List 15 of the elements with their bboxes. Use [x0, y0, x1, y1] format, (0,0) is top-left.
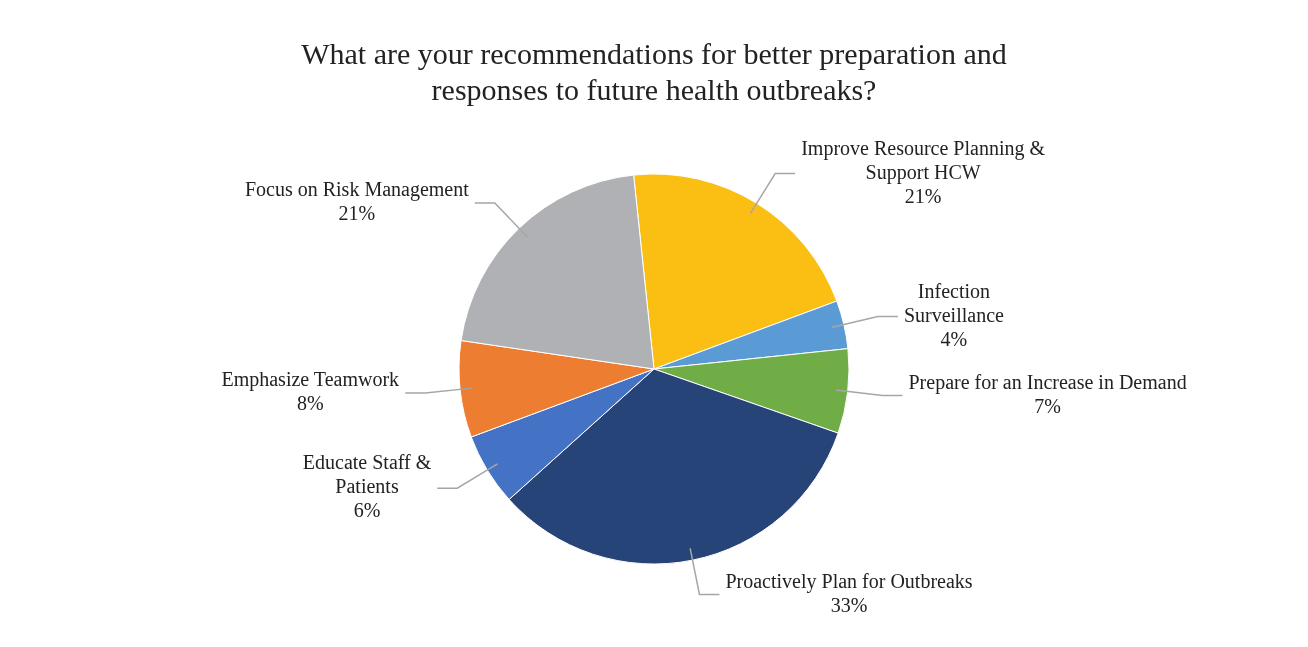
slice-label: Prepare for an Increase in Demand — [908, 370, 1187, 394]
slice-label: Infection Surveillance — [903, 279, 1004, 326]
slice-label: Emphasize Teamwork — [221, 368, 400, 392]
chart-title: What are your recommendations for better preparation and responses to future health outbreaks? — [301, 36, 1007, 106]
slice-label: Focus on Risk Management — [244, 178, 470, 202]
data-label: 8% — [296, 392, 324, 415]
slice-label: Educate Staff & Patients — [302, 451, 432, 498]
data-label: 33% — [830, 593, 868, 616]
data-label: 6% — [353, 499, 381, 522]
data-label: 21% — [904, 184, 942, 207]
data-label: 4% — [940, 327, 968, 350]
data-label: 21% — [338, 202, 376, 225]
data-label: 7% — [1034, 394, 1061, 417]
slice-label: Improve Resource Planning & Support HCW — [801, 136, 1046, 184]
slice-label: Proactively Plan for Outbreaks — [725, 569, 973, 593]
